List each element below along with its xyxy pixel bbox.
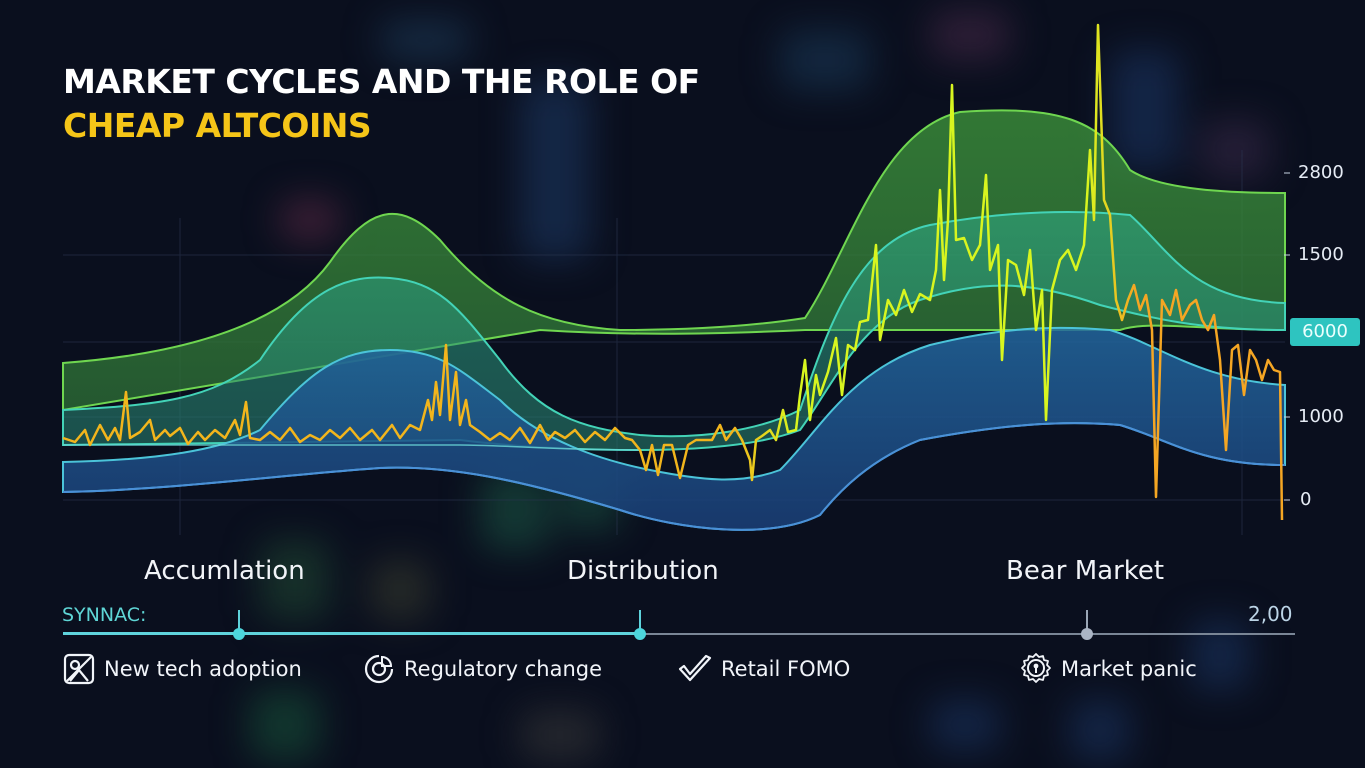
y-tick-1000: 1000 — [1298, 406, 1344, 427]
legend-label: Regulatory change — [404, 657, 603, 681]
timeline-marker-stem — [1086, 610, 1088, 633]
pie-cycle-icon — [364, 654, 394, 684]
timeline-marker-bear-market[interactable] — [1081, 628, 1093, 640]
timeline-track-inactive[interactable] — [641, 633, 1295, 635]
legend-item-retail-fomo: Retail FOMO — [677, 652, 850, 686]
legend-label: Market panic — [1061, 657, 1197, 681]
title-line-2: CHEAP ALTCOINS — [63, 106, 372, 145]
altcoin-price-line — [62, 23, 1284, 521]
timeline-marker-accumulation[interactable] — [233, 628, 245, 640]
y-tick-0: 0 — [1300, 489, 1312, 510]
gear-lock-icon — [1021, 653, 1051, 683]
title-line-1: MARKET CYCLES AND THE ROLE OF — [63, 62, 700, 101]
y-tick-1500: 1500 — [1298, 244, 1344, 265]
phase-label-bear-market: Bear Market — [1006, 556, 1165, 586]
lower-band-line — [62, 422, 1286, 531]
legend-item-market-panic: Market panic — [1019, 652, 1197, 686]
timeline-marker-stem — [639, 610, 641, 633]
image-slash-icon — [63, 653, 95, 685]
timeline-marker-stem — [238, 610, 240, 633]
y-axis-ticks — [1284, 172, 1290, 501]
legend-label: Retail FOMO — [721, 657, 851, 681]
legend-item-new-tech-adoption: New tech adoption — [62, 652, 302, 686]
page-title: MARKET CYCLES AND THE ROLE OF CHEAP ALTC… — [63, 60, 700, 148]
checkmark-icon — [678, 654, 712, 682]
y-tick-2800: 2800 — [1298, 162, 1344, 183]
value-badge: 6000 — [1290, 318, 1360, 346]
phase-label-accumulation: Accumlation — [144, 556, 305, 586]
phase-label-distribution: Distribution — [567, 556, 719, 586]
timeline-value: 2,00 — [1248, 602, 1293, 626]
timeline-track-active[interactable] — [63, 632, 641, 635]
legend-label: New tech adoption — [104, 657, 302, 681]
timeline-label: SYNNAC: — [62, 604, 147, 626]
legend-item-regulatory-change: Regulatory change — [362, 652, 602, 686]
timeline-marker-distribution[interactable] — [634, 628, 646, 640]
baseline-line — [63, 444, 641, 451]
